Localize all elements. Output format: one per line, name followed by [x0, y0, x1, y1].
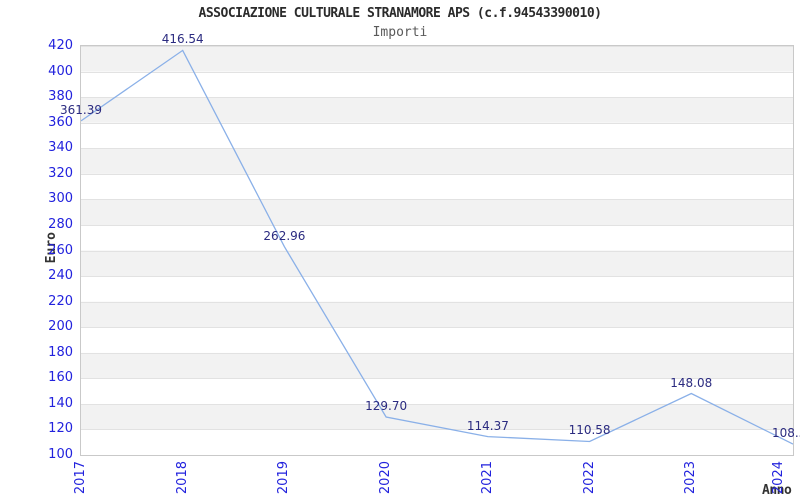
band [81, 46, 793, 72]
y-tick-label: 200 [48, 319, 73, 335]
y-tick-label: 240 [48, 268, 73, 284]
x-tick-label: 2023 [683, 461, 699, 495]
data-point-label: 108.56 [772, 426, 800, 441]
band [81, 173, 793, 200]
band [81, 97, 793, 123]
data-point-label: 416.54 [161, 32, 204, 47]
x-axis-title: Anno [762, 483, 792, 498]
x-tick-label: 2022 [581, 461, 597, 495]
band [81, 352, 793, 379]
x-tick-label: 2021 [479, 461, 495, 495]
data-point-label: 110.58 [568, 423, 611, 438]
band [81, 301, 793, 328]
y-tick-label: 380 [48, 89, 73, 105]
data-point-label: 114.37 [466, 418, 509, 433]
band [81, 403, 793, 430]
line-chart-svg [81, 46, 793, 455]
y-tick-label: 280 [48, 216, 73, 232]
band [81, 429, 793, 455]
band [81, 148, 793, 174]
data-line [81, 49, 793, 445]
chart-subtitle: Importi [372, 25, 428, 40]
y-tick-label: 340 [48, 140, 73, 156]
data-point-label: 361.39 [60, 102, 102, 117]
data-point-label: 129.70 [365, 399, 408, 414]
x-tick-label: 2020 [378, 461, 394, 495]
y-tick-label: 100 [48, 447, 73, 462]
band [81, 71, 793, 98]
x-tick-label: 2017 [73, 461, 88, 495]
y-tick-label: 320 [48, 165, 73, 181]
band [81, 327, 793, 353]
y-tick-label: 180 [48, 344, 73, 360]
y-tick-label: 160 [48, 370, 73, 386]
x-tick-label: 2018 [174, 461, 190, 495]
band [81, 224, 793, 251]
data-point-label: 262.96 [263, 228, 306, 243]
data-point-label: 148.08 [670, 375, 713, 390]
band [81, 378, 793, 404]
band [81, 276, 793, 302]
x-tick-label: 2024 [771, 461, 786, 495]
y-tick-label: 260 [48, 242, 73, 258]
y-tick-label: 420 [48, 38, 73, 53]
band [81, 122, 793, 149]
y-tick-label: 220 [48, 293, 73, 309]
band [81, 250, 793, 277]
plot-area [80, 45, 794, 456]
y-tick-label: 120 [48, 421, 73, 437]
y-tick-label: 300 [48, 191, 73, 207]
y-tick-label: 400 [48, 63, 73, 79]
y-tick-label: 140 [48, 395, 73, 411]
x-tick-label: 2019 [276, 461, 292, 495]
band [81, 199, 793, 225]
chart-title: ASSOCIAZIONE CULTURALE STRANAMORE APS (c… [198, 6, 602, 21]
y-tick-label: 360 [48, 114, 73, 130]
